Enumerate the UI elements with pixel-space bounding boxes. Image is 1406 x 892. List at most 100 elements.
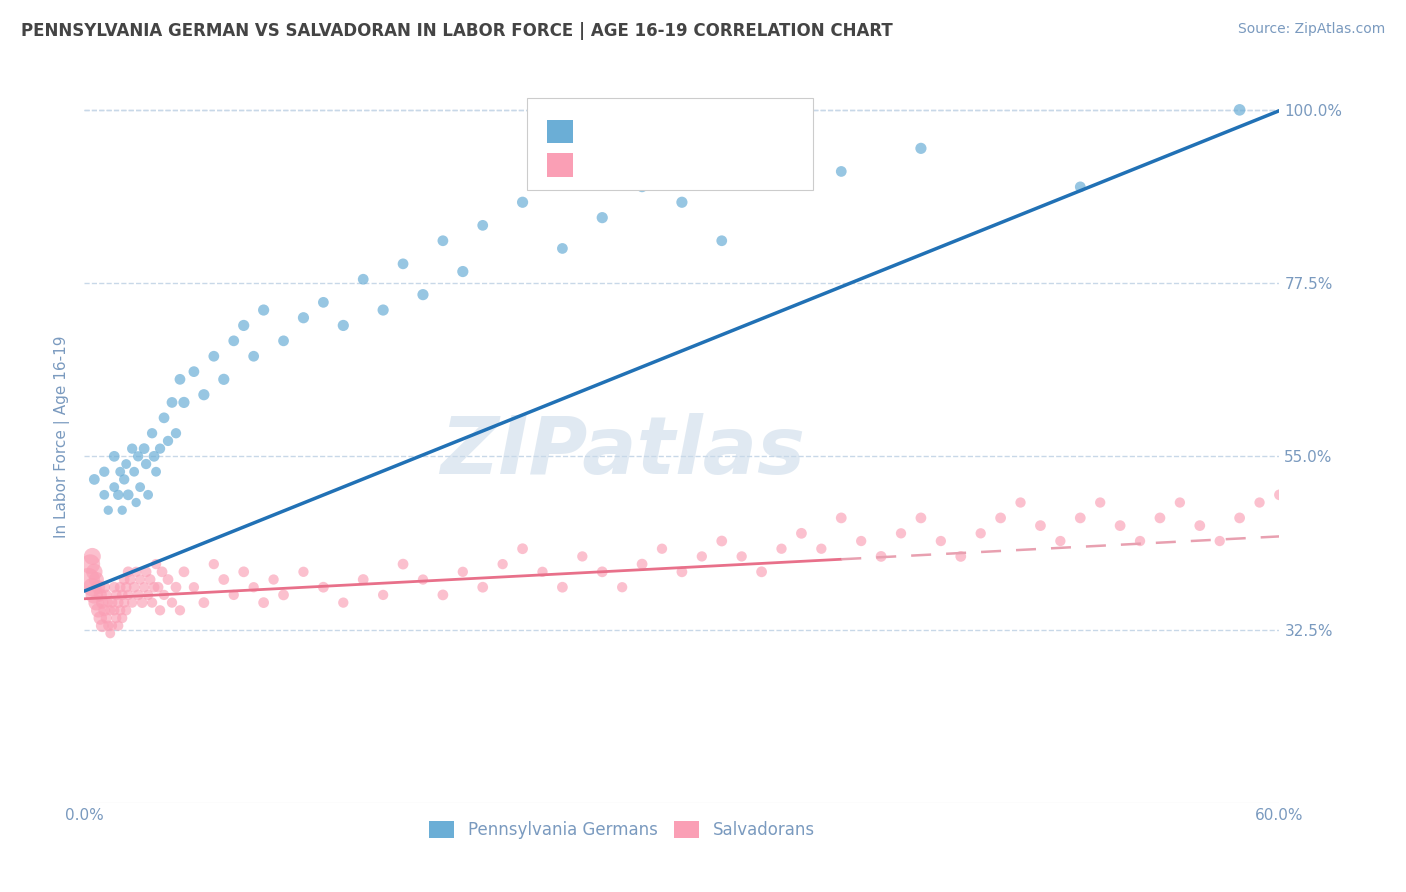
Point (96, 611, 118, 625)
Point (86, 596, 108, 610)
Point (127, 588, 149, 602)
Point (373, 303, 395, 318)
Point (810, 541, 832, 556)
Point (222, 334, 245, 348)
Point (153, 410, 176, 425)
Point (120, 573, 142, 587)
Point (125, 495, 148, 509)
Point (183, 365, 205, 379)
Point (165, 580, 187, 594)
Point (105, 588, 128, 602)
Point (671, 565, 693, 579)
Point (830, 511, 852, 525)
Point (1049, 534, 1071, 549)
Point (612, 580, 634, 594)
Point (352, 573, 374, 587)
Point (117, 588, 139, 602)
Point (105, 611, 128, 625)
Point (373, 588, 395, 602)
Point (117, 488, 139, 502)
Point (471, 219, 494, 233)
Point (82, 580, 104, 594)
Point (232, 565, 254, 579)
Y-axis label: In Labor Force | Age 16-19: In Labor Force | Age 16-19 (55, 335, 70, 539)
Point (212, 372, 235, 386)
Point (183, 580, 205, 594)
Point (432, 234, 454, 248)
Point (512, 541, 534, 556)
Point (103, 450, 125, 464)
Point (111, 503, 134, 517)
Point (115, 457, 138, 471)
Point (160, 395, 183, 409)
Point (153, 588, 176, 602)
Point (146, 580, 169, 594)
Point (253, 596, 276, 610)
Point (135, 565, 157, 579)
Point (117, 565, 139, 579)
Point (492, 557, 515, 571)
Point (512, 195, 534, 210)
Point (352, 272, 374, 286)
Point (1129, 534, 1152, 549)
Point (135, 457, 157, 471)
Point (91, 596, 114, 610)
Point (591, 211, 613, 225)
Point (253, 303, 276, 318)
Point (202, 349, 225, 363)
Point (79, 557, 101, 571)
Point (451, 565, 474, 579)
Point (1069, 511, 1091, 525)
Point (101, 596, 124, 610)
Point (392, 257, 415, 271)
Point (990, 511, 1012, 525)
Point (98, 603, 121, 617)
Point (631, 179, 654, 194)
Point (451, 264, 474, 278)
Point (432, 588, 454, 602)
Point (173, 565, 195, 579)
Point (141, 596, 163, 610)
Point (139, 573, 162, 587)
Point (551, 242, 574, 256)
Point (1109, 518, 1132, 533)
Point (710, 234, 733, 248)
Point (103, 580, 125, 594)
Point (132, 580, 156, 594)
Point (193, 596, 215, 610)
Point (571, 549, 593, 564)
Point (851, 534, 873, 549)
Point (111, 588, 134, 602)
Point (87, 580, 110, 594)
Legend: Pennsylvania Germans, Salvadorans: Pennsylvania Germans, Salvadorans (423, 814, 821, 846)
Point (312, 295, 335, 310)
Point (145, 557, 167, 571)
Point (149, 442, 172, 456)
Point (77, 573, 100, 587)
Point (129, 480, 152, 494)
Text: ZIPatlas: ZIPatlas (440, 413, 804, 491)
Text: R = 0.553: R = 0.553 (585, 122, 668, 141)
Point (143, 580, 166, 594)
Point (232, 318, 254, 333)
Point (949, 549, 972, 564)
Text: N = 123: N = 123 (710, 156, 785, 174)
Point (970, 526, 993, 541)
Point (127, 450, 149, 464)
Point (169, 603, 191, 617)
Point (263, 573, 285, 587)
Point (332, 596, 354, 610)
Text: N =  60: N = 60 (710, 122, 779, 141)
Point (242, 580, 264, 594)
Point (169, 372, 191, 386)
FancyBboxPatch shape (547, 120, 574, 144)
Point (770, 157, 793, 171)
Point (193, 388, 215, 402)
Point (1229, 103, 1251, 117)
Point (110, 580, 132, 594)
Point (1229, 511, 1251, 525)
Point (222, 588, 245, 602)
Point (751, 565, 773, 579)
Point (115, 580, 138, 594)
Point (731, 549, 754, 564)
